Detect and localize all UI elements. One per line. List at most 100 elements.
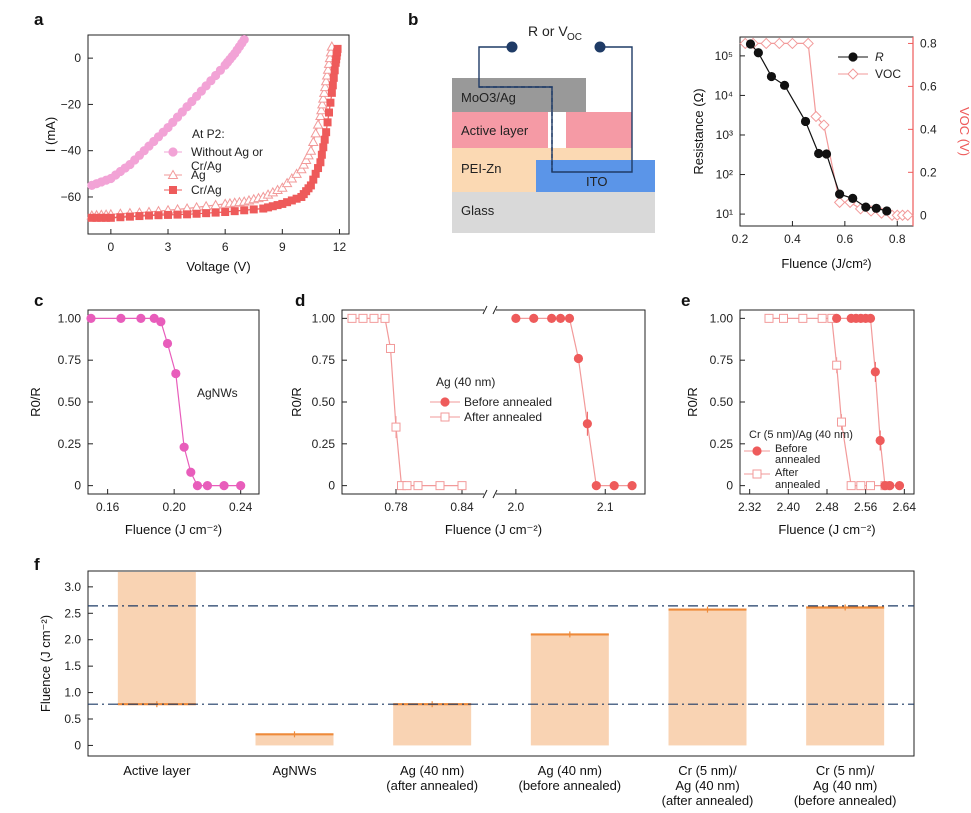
data-point <box>179 442 189 452</box>
y-tick-label: 10⁵ <box>715 49 733 63</box>
data-point-after <box>837 417 846 427</box>
data-point-ag <box>303 149 314 160</box>
x-tick-label: 2.0 <box>508 500 525 514</box>
data-point-crag <box>106 213 115 222</box>
y-tick-label: 0.25 <box>710 437 734 451</box>
x-axis-label: Voltage (V) <box>186 259 250 274</box>
category-label: (after annealed) <box>662 793 754 808</box>
data-point-crag <box>192 209 201 218</box>
series-annotation: AgNWs <box>197 386 238 400</box>
data-point-before <box>875 435 885 446</box>
bar <box>806 607 885 746</box>
data-point-resistance <box>753 48 763 58</box>
data-point-ag <box>320 75 332 86</box>
x-tick-label: 2.48 <box>815 500 839 514</box>
y-axis-label: Fluence (J cm⁻²) <box>38 615 53 712</box>
y-tick-label: 0.50 <box>710 395 734 409</box>
data-point-after <box>856 481 866 491</box>
legend-label-voc: VOC <box>875 67 901 81</box>
y-tick-label: 0.50 <box>312 395 336 409</box>
data-point-crag <box>164 210 173 219</box>
y-tick-label: 0.75 <box>58 353 82 367</box>
y-tick-label: 1.00 <box>58 311 82 325</box>
y-axis-label: R0/R <box>28 387 43 417</box>
probe-right <box>594 41 606 53</box>
category-label: Active layer <box>123 763 191 778</box>
bar <box>668 609 747 746</box>
data-point-ag <box>291 168 302 178</box>
panel-f: f 0 0.5 1.0 1.5 2.0 2.5 3.0 Fluence (J cm⁻²) Acti… <box>34 555 915 808</box>
legend-marker-crag <box>169 186 177 194</box>
data-point-ag <box>296 163 307 174</box>
category-label: (before annealed) <box>519 778 622 793</box>
data-point-ag <box>298 159 310 169</box>
x-tick-label: 0.20 <box>162 500 186 514</box>
data-point-after <box>779 313 788 323</box>
resistance-line <box>750 43 887 212</box>
data-point-crag <box>230 207 239 216</box>
axis-break-mark <box>492 489 498 499</box>
layer-active <box>452 112 548 148</box>
y-tick-label: 2.0 <box>64 633 81 647</box>
y-tick-label: 1.5 <box>64 659 81 673</box>
axis-break-gap <box>484 490 496 498</box>
data-point-crag <box>249 205 258 214</box>
x-tick-label: 6 <box>222 240 229 254</box>
y-tick-label: 10² <box>716 168 733 182</box>
circuit-label: R or V <box>528 23 568 39</box>
x-tick-label: 2.40 <box>777 500 801 514</box>
data-point-crag <box>329 73 338 82</box>
data-point-crag <box>316 158 325 167</box>
data-point-ag <box>316 98 328 109</box>
y-tick-label: 3.0 <box>64 580 81 594</box>
layer-active-right <box>566 112 632 148</box>
legend-marker-before <box>752 446 762 456</box>
probe-left <box>506 41 518 53</box>
legend-label-before-2: annealed <box>775 454 820 466</box>
data-point-resistance <box>861 202 871 212</box>
data-point <box>236 481 246 491</box>
data-point-ag <box>210 199 221 210</box>
data-point-crag <box>125 212 134 221</box>
data-point-ag <box>286 172 298 183</box>
x-tick-label: 0.4 <box>784 232 801 246</box>
data-point-before <box>894 481 905 491</box>
data-point-ag <box>307 136 319 147</box>
data-point-voc <box>810 110 822 123</box>
data-point-ag <box>276 182 288 192</box>
legend-label-before: Before annealed <box>464 395 552 409</box>
category-label: (after annealed) <box>386 778 478 793</box>
x-tick-label: 0.2 <box>732 232 749 246</box>
data-point-resistance <box>800 116 811 127</box>
data-point-after <box>846 481 856 491</box>
data-point <box>116 313 126 323</box>
x-axis-label: Fluence (J cm⁻²) <box>445 522 542 537</box>
data-point-resistance <box>821 149 832 159</box>
data-point-crag <box>327 88 336 97</box>
data-point <box>219 481 229 491</box>
data-point-resistance <box>745 39 756 49</box>
layer-ito-label: ITO <box>586 174 607 189</box>
panel-c: c 0.16 0.20 0.24 0 0.25 0.50 0.75 1.00 Fluence (J… <box>28 291 260 537</box>
data-point-crag <box>144 211 153 220</box>
category-label: Cr (5 nm)/ <box>816 763 875 778</box>
data-point-ag <box>316 104 327 115</box>
data-point <box>171 368 181 379</box>
data-point-resistance <box>882 206 892 216</box>
data-point-crag <box>183 210 192 219</box>
data-point-after <box>402 481 412 491</box>
data-point-before <box>529 313 539 323</box>
data-point-before <box>870 367 880 377</box>
y-tick-label: 0.75 <box>312 353 336 367</box>
panel-a: a 0 3 6 9 12 0 −20 −40 −60 Voltage (V) I (mA) At P2:… <box>34 10 350 274</box>
data-point-crag <box>211 208 220 217</box>
data-point-ag <box>322 64 334 74</box>
panel-letter: e <box>681 291 690 310</box>
category-label: Ag (40 nm) <box>813 778 877 793</box>
legend-label-ag: Ag <box>191 168 206 182</box>
data-point-before <box>564 313 575 323</box>
y-axis-label: I (mA) <box>43 117 58 152</box>
x-tick-label: 0.78 <box>384 500 408 514</box>
data-point-before <box>547 313 557 323</box>
